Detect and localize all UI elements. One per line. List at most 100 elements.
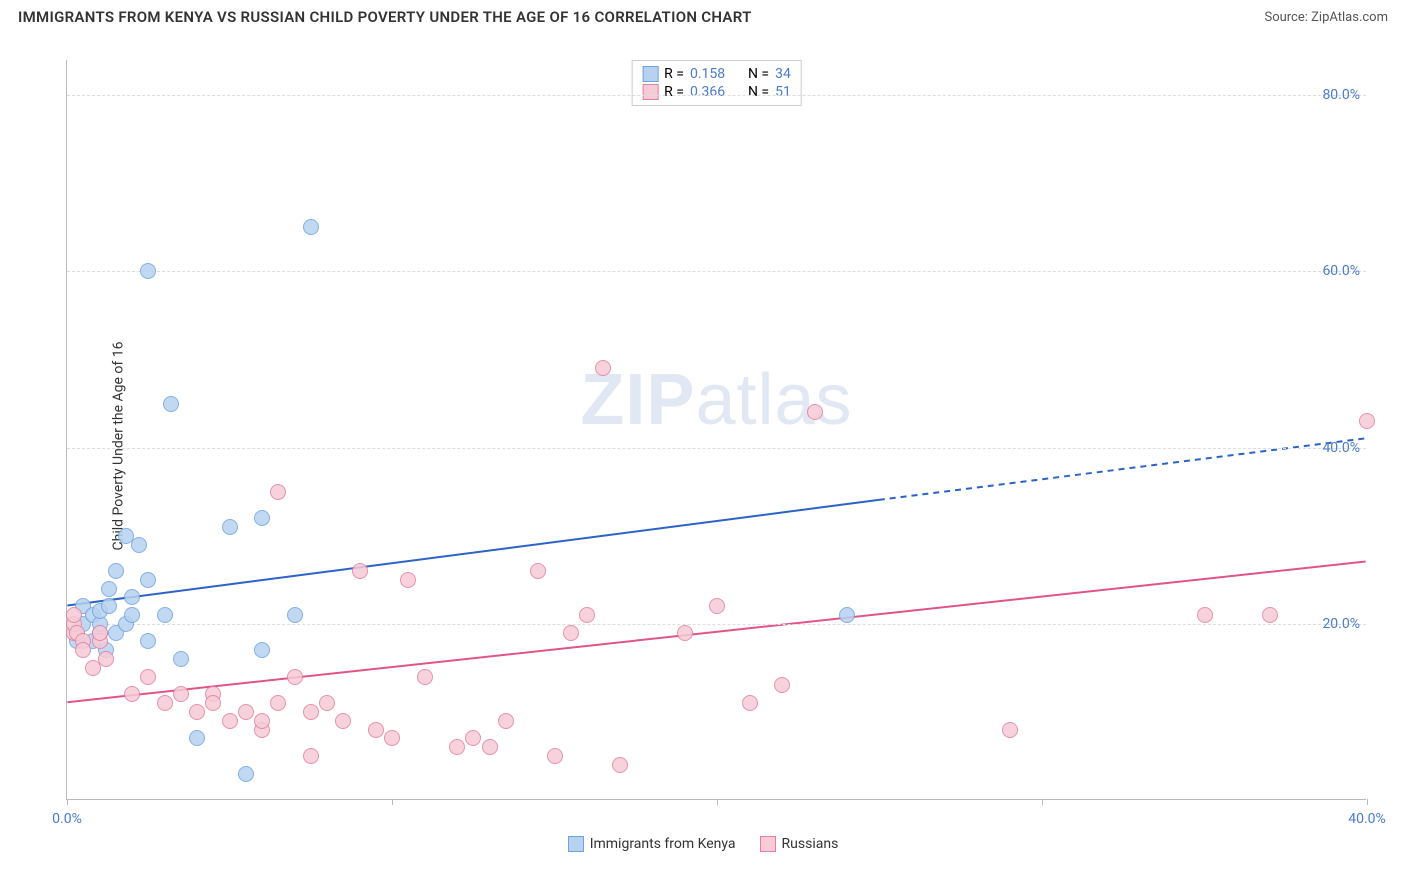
data-point: [335, 713, 351, 729]
gridline-h: [67, 624, 1366, 625]
data-point: [1359, 413, 1375, 429]
data-point: [124, 607, 140, 623]
data-point: [482, 739, 498, 755]
gridline-h: [67, 448, 1366, 449]
data-point: [98, 651, 114, 667]
data-point: [563, 625, 579, 641]
data-point: [449, 739, 465, 755]
data-point: [612, 757, 628, 773]
x-tick-mark: [67, 799, 68, 805]
data-point: [287, 669, 303, 685]
data-point: [319, 695, 335, 711]
data-point: [709, 598, 725, 614]
series-name: Immigrants from Kenya: [590, 836, 736, 852]
correlation-legend-row: R = 0.158 N = 34: [642, 65, 791, 83]
data-point: [157, 607, 173, 623]
correlation-legend-row: R = 0.366 N = 51: [642, 83, 791, 101]
r-label: R =: [664, 66, 684, 82]
data-point: [140, 572, 156, 588]
data-point: [173, 651, 189, 667]
data-point: [547, 748, 563, 764]
swatch-icon: [568, 836, 584, 852]
x-tick-mark: [717, 799, 718, 805]
data-point: [157, 695, 173, 711]
data-point: [270, 484, 286, 500]
data-point: [1197, 607, 1213, 623]
data-point: [498, 713, 514, 729]
data-point: [400, 572, 416, 588]
data-point: [1002, 722, 1018, 738]
y-tick-label: 20.0%: [1322, 616, 1360, 632]
gridline-h: [67, 271, 1366, 272]
data-point: [839, 607, 855, 623]
scatter-plot: ZIPatlas R = 0.158 N = 34 R = 0.366 N = 51 20.0…: [66, 60, 1366, 800]
data-point: [238, 766, 254, 782]
n-value: 51: [775, 84, 791, 100]
data-point: [75, 642, 91, 658]
swatch-icon: [642, 84, 658, 100]
data-point: [108, 563, 124, 579]
data-point: [254, 713, 270, 729]
x-tick-mark: [392, 799, 393, 805]
data-point: [140, 263, 156, 279]
data-point: [124, 589, 140, 605]
data-point: [205, 695, 221, 711]
r-label: R =: [664, 84, 684, 100]
data-point: [579, 607, 595, 623]
data-point: [417, 669, 433, 685]
trend-lines: [67, 60, 1366, 799]
series-name: Russians: [782, 836, 839, 852]
correlation-legend: R = 0.158 N = 34 R = 0.366 N = 51: [631, 60, 802, 106]
data-point: [131, 537, 147, 553]
y-tick-label: 60.0%: [1322, 263, 1360, 279]
swatch-icon: [760, 836, 776, 852]
swatch-icon: [642, 66, 658, 82]
r-value: 0.366: [690, 84, 742, 100]
data-point: [677, 625, 693, 641]
series-legend-item: Immigrants from Kenya: [568, 836, 736, 852]
data-point: [465, 730, 481, 746]
data-point: [287, 607, 303, 623]
source-name: ZipAtlas.com: [1311, 10, 1388, 25]
data-point: [66, 607, 82, 623]
chart-container: Child Poverty Under the Age of 16 ZIPatl…: [18, 36, 1388, 856]
source-attribution: Source: ZipAtlas.com: [1264, 10, 1388, 25]
data-point: [352, 563, 368, 579]
y-tick-label: 80.0%: [1322, 87, 1360, 103]
x-tick-label: 0.0%: [52, 811, 82, 827]
data-point: [368, 722, 384, 738]
y-tick-label: 40.0%: [1322, 440, 1360, 456]
data-point: [140, 633, 156, 649]
data-point: [101, 598, 117, 614]
data-point: [124, 686, 140, 702]
data-point: [238, 704, 254, 720]
series-legend: Immigrants from Kenya Russians: [18, 836, 1388, 852]
data-point: [807, 404, 823, 420]
data-point: [189, 730, 205, 746]
data-point: [101, 581, 117, 597]
n-label: N =: [748, 66, 769, 82]
data-point: [254, 642, 270, 658]
data-point: [303, 219, 319, 235]
n-label: N =: [748, 84, 769, 100]
data-point: [173, 686, 189, 702]
data-point: [222, 713, 238, 729]
source-label: Source:: [1264, 10, 1311, 25]
x-tick-mark: [1042, 799, 1043, 805]
x-tick-mark: [1367, 799, 1368, 805]
x-tick-label: 40.0%: [1348, 811, 1386, 827]
data-point: [254, 510, 270, 526]
data-point: [742, 695, 758, 711]
data-point: [140, 669, 156, 685]
data-point: [222, 519, 238, 535]
data-point: [163, 396, 179, 412]
watermark: ZIPatlas: [580, 359, 852, 441]
series-legend-item: Russians: [760, 836, 839, 852]
data-point: [1262, 607, 1278, 623]
data-point: [774, 677, 790, 693]
data-point: [384, 730, 400, 746]
n-value: 34: [775, 66, 791, 82]
data-point: [189, 704, 205, 720]
r-value: 0.158: [690, 66, 742, 82]
gridline-h: [67, 95, 1366, 96]
